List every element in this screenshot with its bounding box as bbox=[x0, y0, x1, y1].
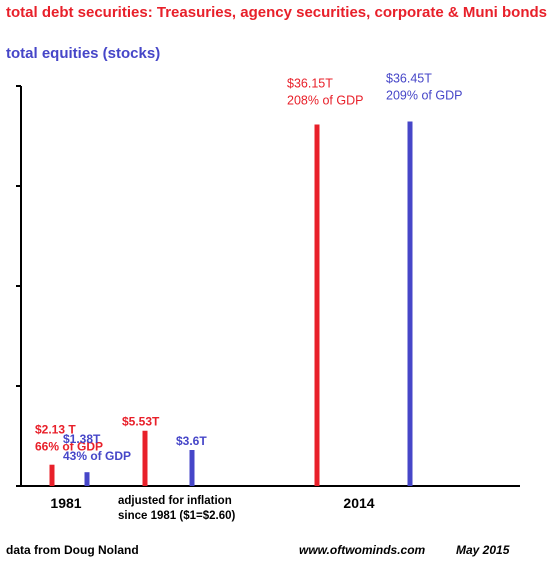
data-label: 209% of GDP bbox=[386, 89, 462, 103]
legend-debt: total debt securities: Treasuries, agenc… bbox=[6, 4, 547, 21]
data-label: 208% of GDP bbox=[287, 94, 363, 108]
data-label: $1.38T bbox=[63, 432, 101, 446]
category-label: 1981 bbox=[50, 495, 81, 511]
legend-equity: total equities (stocks) bbox=[6, 45, 161, 62]
website: www.oftwominds.com bbox=[299, 543, 426, 557]
data-label: 66% of GDP bbox=[35, 440, 103, 454]
category-label: since 1981 ($1=$2.60) bbox=[118, 510, 235, 522]
data-label: $2.13 T bbox=[35, 423, 76, 437]
data-label: $36.15T bbox=[287, 77, 333, 91]
date-note: May 2015 bbox=[456, 543, 510, 557]
source-note: data from Doug Noland bbox=[6, 543, 139, 557]
data-label: $3.6T bbox=[176, 434, 207, 448]
data-label: $36.45T bbox=[386, 72, 432, 86]
data-label: $5.53T bbox=[122, 415, 160, 429]
data-label: 43% of GDP bbox=[63, 449, 131, 463]
category-label: 2014 bbox=[343, 495, 374, 511]
category-label: adjusted for inflation bbox=[118, 495, 232, 507]
